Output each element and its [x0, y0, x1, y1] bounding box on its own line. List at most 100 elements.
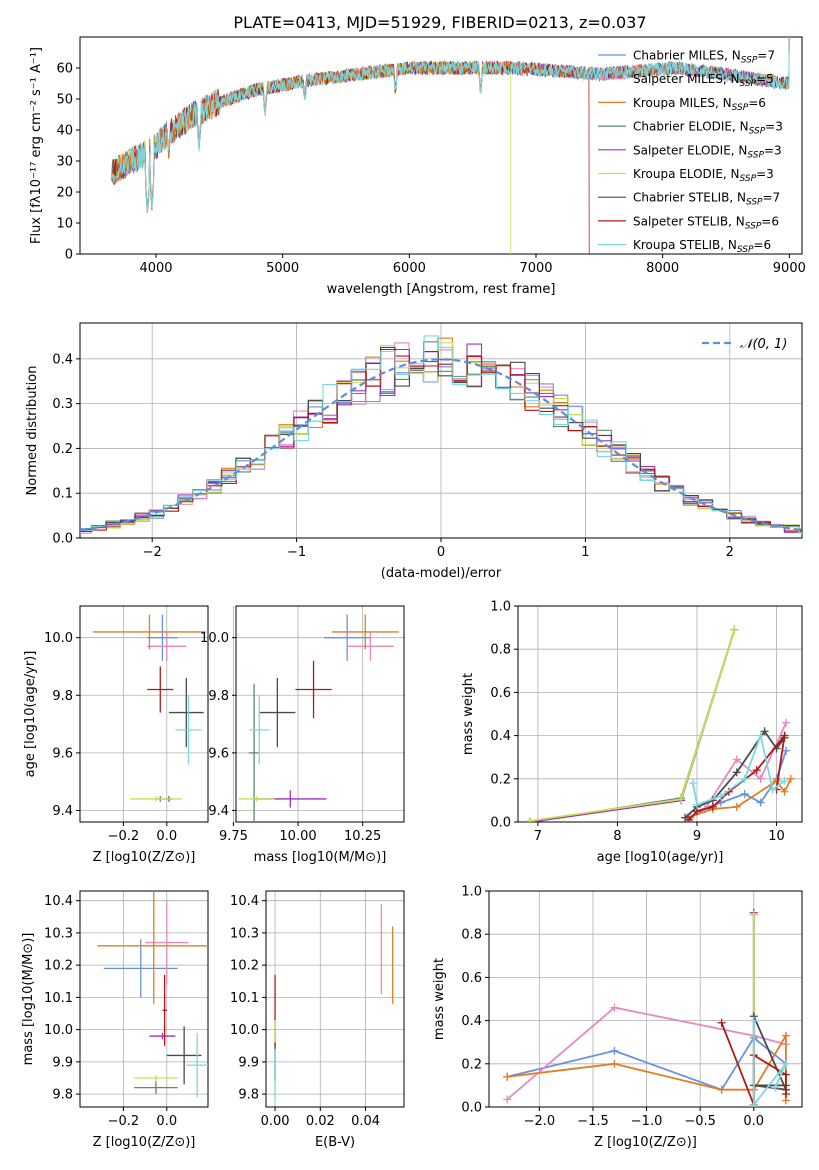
x-axis-label: Z [log10(Z/Z⊙)]: [93, 1135, 196, 1150]
errorbar-point: [93, 614, 206, 650]
y-tick-label: 10.2: [44, 959, 73, 974]
y-tick-label: 0.0: [490, 816, 511, 831]
y-tick-label: 20: [56, 186, 73, 201]
x-tick-label: 0.0: [743, 1114, 764, 1129]
plus-marker: [781, 1031, 790, 1040]
massweight-vs-metallicity-panel: −2.0 −1.5 −1.0 −0.5 0.0 0.0 0.2 0.4 0.6 0.8 1.0 Z […: [432, 885, 803, 1150]
plus-marker: [525, 816, 534, 822]
legend-entry: Salpeter STELIB, NSSP=6: [633, 214, 779, 231]
y-axis-label: Flux [fλ10⁻¹⁷ erg cm⁻² s⁻¹ A⁻¹]: [29, 47, 44, 244]
errorbar-point: [347, 631, 394, 661]
plot-frame: [79, 322, 803, 539]
plot-area: [503, 908, 790, 1107]
plot-area: [93, 614, 206, 802]
y-tick-label: 9.8: [52, 1088, 73, 1103]
plot-frame: [235, 605, 405, 823]
plus-marker: [716, 792, 725, 801]
plus-marker: [685, 815, 694, 822]
plus-marker: [782, 746, 791, 755]
errorbar-point: [168, 678, 204, 748]
y-tick-label: 0.3: [52, 397, 73, 412]
plus-marker: [756, 731, 765, 740]
plus-marker: [780, 787, 789, 796]
plus-marker: [756, 798, 765, 807]
plus-marker: [786, 774, 795, 783]
y-tick-label: 0.2: [52, 442, 73, 457]
plus-marker: [692, 800, 701, 809]
y-axis-label: mass weight: [461, 673, 476, 755]
legend-subscript: SSP: [747, 150, 764, 160]
y-tick-label: 1.0: [490, 600, 511, 615]
residual-histogram-panel: −2 −1 0 1 2 0.0 0.1 0.2 0.3 0.4 (data-model)/error…: [25, 322, 803, 581]
y-tick-label: 10: [56, 217, 73, 232]
legend-entry: Chabrier ELODIE, NSSP=3: [633, 120, 783, 137]
x-tick-label: 4000: [139, 261, 172, 276]
mass-weight-line: [752, 1020, 787, 1107]
y-tick-label: 9.4: [208, 804, 229, 819]
plus-marker: [732, 755, 741, 764]
x-axis-label: wavelength [Angstrom, rest frame]: [327, 282, 556, 297]
errorbar-point: [186, 1032, 208, 1098]
plot-area: [525, 625, 795, 822]
legend-count: =6: [748, 96, 766, 110]
mass-weight-series: [749, 1012, 790, 1094]
plus-marker: [768, 785, 777, 794]
plus-marker: [730, 625, 739, 634]
x-tick-label: −2: [143, 545, 162, 560]
legend-count: =5: [756, 72, 774, 86]
y-tick-label: 10.3: [44, 926, 73, 941]
errorbar-point: [149, 1032, 176, 1040]
errorbar-point: [323, 614, 371, 661]
spectrum-legend: Chabrier MILES, NSSP=7 Salpeter MILES, NS…: [598, 49, 783, 255]
legend-entry: Kroupa MILES, NSSP=6: [633, 96, 766, 113]
plot-frame: [79, 890, 209, 1108]
mass-weight-line: [687, 778, 792, 819]
spectrum-line: [111, 37, 790, 214]
errorbar-point: [162, 974, 167, 1046]
mass-weight-line: [507, 1032, 787, 1101]
y-tick-label: 9.4: [52, 804, 73, 819]
plus-marker: [749, 910, 758, 919]
x-tick-label: 0.0: [156, 1114, 177, 1129]
plus-marker: [610, 1046, 619, 1055]
legend-count: =7: [757, 49, 775, 63]
y-tick-label: 9.9: [238, 1055, 259, 1070]
legend-subscript: SSP: [745, 221, 762, 231]
x-tick-label: 6000: [393, 261, 426, 276]
mass-weight-series: [525, 625, 739, 822]
gaussian-reference-curve: [80, 358, 802, 532]
errorbar-point: [259, 678, 296, 748]
legend-subscript: SSP: [741, 56, 758, 66]
mass-vs-ebv-panel: 0.00 0.02 0.04 9.8 9.9 10.0 10.1 10.2 10.3 10.4 E(…: [230, 890, 405, 1150]
errorbar-point: [248, 683, 260, 822]
legend-entry: Chabrier MILES, NSSP=7: [633, 49, 775, 66]
y-tick-label: 10.0: [200, 631, 229, 646]
x-axis-label: Z [log10(Z/Z⊙)]: [594, 1135, 697, 1150]
plot-area: [238, 614, 399, 822]
y-tick-label: 9.9: [52, 1055, 73, 1070]
y-tick-label: 0.4: [52, 352, 73, 367]
mass-weight-line: [529, 629, 736, 822]
x-tick-label: 10.00: [279, 829, 316, 844]
y-tick-label: 9.6: [52, 746, 73, 761]
x-tick-label: −1: [287, 545, 306, 560]
x-tick-label: −2.0: [524, 1114, 556, 1129]
y-tick-label: 0.4: [490, 729, 511, 744]
mass-weight-series: [749, 1016, 790, 1107]
x-tick-label: 8: [613, 829, 621, 844]
legend-count: =7: [763, 191, 781, 205]
x-axis-label: Z [log10(Z/Z⊙)]: [93, 850, 196, 865]
x-tick-label: −1.0: [631, 1114, 663, 1129]
y-tick-label: 0.6: [461, 971, 482, 986]
x-tick-label: −0.5: [684, 1114, 716, 1129]
legend-count: =6: [753, 238, 771, 252]
errorbar-point: [103, 939, 178, 998]
spectrum-panel: 4000 5000 6000 7000 8000 9000 0 10 20 30 40 50 60 wav…: [29, 36, 806, 297]
plot-frame: [79, 36, 803, 255]
errorbar-point: [166, 1026, 202, 1085]
plus-marker: [752, 766, 761, 775]
legend-subscript: SSP: [746, 198, 763, 208]
x-axis-label: mass [log10(M/M⊙)]: [254, 850, 387, 865]
y-tick-label: 30: [56, 155, 73, 170]
y-tick-label: 10.3: [230, 926, 259, 941]
